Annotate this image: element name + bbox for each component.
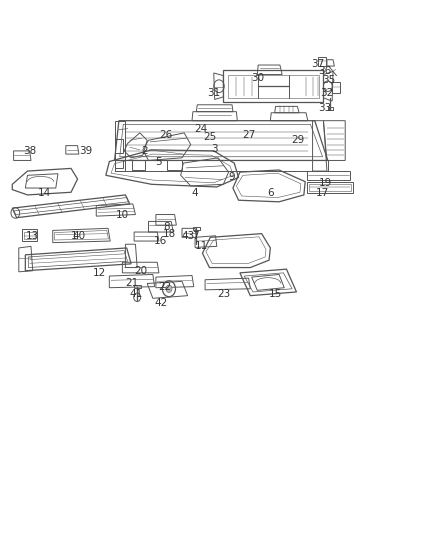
Text: 37: 37 bbox=[311, 59, 325, 69]
Text: 5: 5 bbox=[155, 157, 161, 166]
Text: 7: 7 bbox=[192, 231, 198, 241]
Text: 17: 17 bbox=[316, 188, 329, 198]
Text: 11: 11 bbox=[195, 241, 208, 252]
Text: 25: 25 bbox=[203, 132, 216, 142]
Text: 23: 23 bbox=[218, 289, 231, 299]
Text: 39: 39 bbox=[80, 146, 93, 156]
Text: 41: 41 bbox=[130, 289, 143, 299]
Text: 15: 15 bbox=[269, 289, 282, 299]
Text: 21: 21 bbox=[125, 278, 138, 288]
Text: 24: 24 bbox=[194, 124, 207, 134]
Text: 38: 38 bbox=[23, 146, 36, 156]
Text: 26: 26 bbox=[159, 130, 173, 140]
Text: 2: 2 bbox=[142, 146, 148, 156]
Text: 31: 31 bbox=[207, 87, 220, 98]
Text: 19: 19 bbox=[319, 177, 332, 188]
Text: 40: 40 bbox=[72, 231, 85, 241]
Text: 9: 9 bbox=[229, 172, 235, 182]
Text: 43: 43 bbox=[181, 231, 194, 241]
Text: 35: 35 bbox=[322, 75, 336, 85]
Text: 36: 36 bbox=[318, 67, 331, 76]
Text: 1: 1 bbox=[71, 231, 78, 241]
Text: 8: 8 bbox=[163, 222, 170, 232]
Text: 12: 12 bbox=[93, 268, 106, 278]
Text: 6: 6 bbox=[267, 188, 274, 198]
Text: 32: 32 bbox=[320, 87, 334, 98]
Text: 20: 20 bbox=[134, 266, 147, 276]
Text: 29: 29 bbox=[292, 135, 305, 146]
Text: 3: 3 bbox=[212, 144, 218, 154]
Text: 30: 30 bbox=[251, 73, 264, 83]
Text: 10: 10 bbox=[116, 209, 129, 220]
Text: 22: 22 bbox=[158, 281, 171, 292]
Text: 18: 18 bbox=[162, 229, 176, 239]
Text: 13: 13 bbox=[26, 231, 39, 241]
Text: 42: 42 bbox=[155, 297, 168, 308]
Text: 16: 16 bbox=[154, 236, 167, 246]
Text: 33: 33 bbox=[318, 103, 331, 114]
Text: 14: 14 bbox=[37, 188, 51, 198]
Text: 27: 27 bbox=[242, 130, 255, 140]
Circle shape bbox=[166, 285, 172, 293]
Text: 4: 4 bbox=[192, 188, 198, 198]
